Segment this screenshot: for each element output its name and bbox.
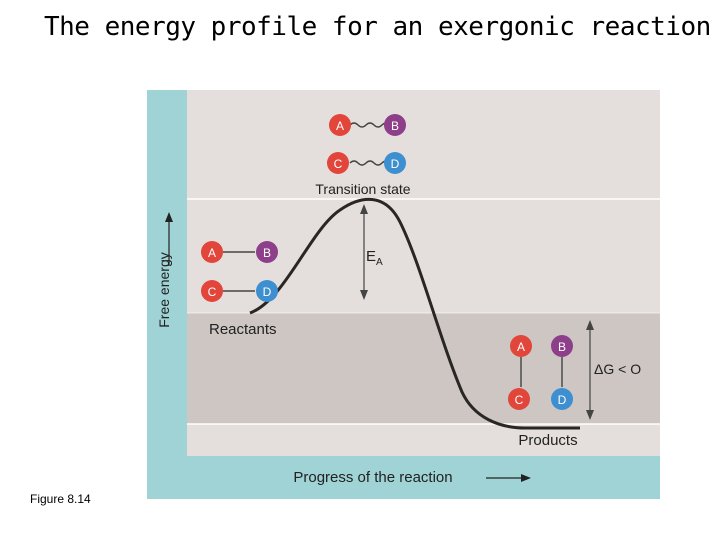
page-title: The energy profile for an exergonic reac…: [44, 12, 711, 42]
molecule-d-transition: [384, 152, 406, 174]
x-axis-label: Progress of the reaction: [293, 469, 452, 486]
molecule-d-label: D: [391, 157, 400, 171]
x-axis-arrowhead: [521, 474, 531, 482]
molecule-b-label: B: [391, 119, 399, 133]
bond-cd-transition: [349, 160, 391, 166]
figure-label: Figure 8.14: [30, 492, 91, 506]
molecule-c-label: C: [515, 393, 524, 407]
band-upper: [187, 90, 660, 313]
molecule-b-reactant: [256, 241, 278, 263]
molecule-d-product: [551, 388, 573, 410]
molecule-a-label: A: [208, 246, 216, 260]
molecule-b-label: B: [263, 246, 271, 260]
molecule-d-reactant: [256, 280, 278, 302]
activation-energy-arrowhead-top: [360, 204, 368, 214]
molecule-d-label: D: [263, 285, 272, 299]
activation-energy-subscript: A: [376, 257, 383, 268]
products-label: Products: [518, 432, 577, 449]
molecule-c-label: C: [334, 157, 343, 171]
molecule-a-label: A: [517, 340, 525, 354]
x-axis-strip: [187, 456, 660, 499]
molecule-c-product: [508, 388, 530, 410]
energy-curve: [249, 198, 580, 430]
y-axis-label: Free energy: [156, 252, 172, 327]
molecule-a-reactant: [201, 241, 223, 263]
reactants-label: Reactants: [209, 321, 277, 338]
band-lower: [187, 424, 660, 456]
molecule-d-label: D: [558, 393, 567, 407]
activation-energy-arrowhead-bottom: [360, 290, 368, 300]
molecule-c-transition: [327, 152, 349, 174]
molecule-c-reactant: [201, 280, 223, 302]
molecule-a-transition: [329, 114, 351, 136]
y-axis-arrowhead: [165, 212, 173, 222]
delta-g-arrowhead-top: [586, 320, 594, 330]
molecule-a-product: [510, 335, 532, 357]
activation-energy-label: E: [366, 248, 376, 265]
molecule-b-transition: [384, 114, 406, 136]
transition-state-label: Transition state: [315, 181, 410, 197]
molecule-c-label: C: [208, 285, 217, 299]
bond-ab-transition: [349, 122, 391, 128]
delta-g-arrowhead-bottom: [586, 410, 594, 420]
delta-g-label: ΔG < O: [594, 361, 641, 377]
molecule-b-product: [551, 335, 573, 357]
band-middle: [187, 313, 660, 424]
molecule-a-label: A: [336, 119, 344, 133]
molecule-b-label: B: [558, 340, 566, 354]
